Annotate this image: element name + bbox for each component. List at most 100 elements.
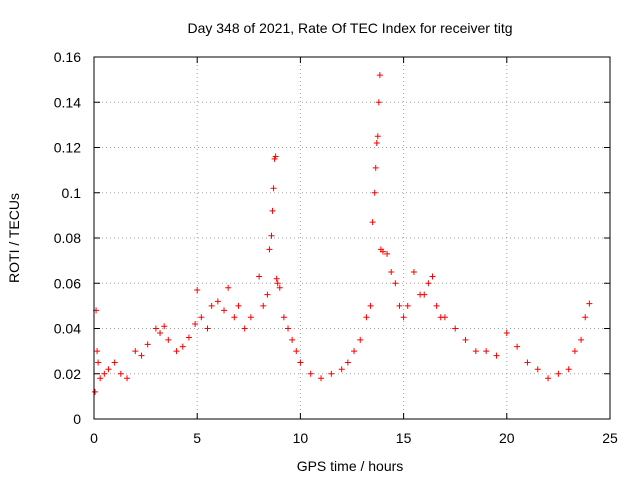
y-tick-label: 0.12 [54,140,81,156]
data-point [371,189,378,196]
data-point [565,366,572,373]
data-point [379,248,386,255]
data-point [429,273,436,280]
data-point [338,366,345,373]
data-point [400,314,407,321]
y-tick-label: 0.1 [62,185,82,201]
data-point [388,268,395,275]
x-tick-label: 25 [602,430,618,446]
chart-title: Day 348 of 2021, Rate Of TEC Index for r… [187,20,512,36]
data-point [578,336,585,343]
data-point [111,359,118,366]
data-point [410,268,417,275]
data-point [534,366,541,373]
data-point [231,314,238,321]
data-point [214,298,221,305]
data-point [260,302,267,309]
data-point [571,348,578,355]
data-point [344,359,351,366]
y-tick-label: 0.14 [54,94,81,110]
data-point [545,375,552,382]
data-point [221,307,228,314]
data-point [273,275,280,282]
data-point [266,246,273,253]
data-point [185,334,192,341]
data-point [503,330,510,337]
data-point [208,302,215,309]
data-point [280,314,287,321]
data-point [247,314,254,321]
data-point [173,348,180,355]
data-point [369,219,376,226]
data-point [105,366,112,373]
data-point [269,207,276,214]
data-point [92,388,99,395]
data-point [264,291,271,298]
data-point [138,352,145,359]
data-point [373,139,380,146]
data-points [92,72,593,395]
data-point [493,352,500,359]
data-point [582,314,589,321]
data-point [274,280,281,287]
data-point [396,302,403,309]
data-point [384,250,391,257]
data-point [376,72,383,79]
data-point [256,273,263,280]
data-point [276,284,283,291]
data-point [124,375,131,382]
data-point [462,336,469,343]
data-point [268,232,275,239]
y-tick-label: 0.04 [54,321,81,337]
x-tick-label: 10 [293,430,309,446]
data-point [433,302,440,309]
data-point [179,343,186,350]
data-point [524,359,531,366]
data-point [94,348,101,355]
y-tick-label: 0.16 [54,49,81,65]
x-axis-label: GPS time / hours [297,458,404,474]
data-point [367,302,374,309]
data-point [165,336,172,343]
y-axis-label: ROTI / TECUs [6,193,22,283]
data-point [241,325,248,332]
data-point [270,185,277,192]
data-point [307,370,314,377]
x-tick-label: 20 [499,430,515,446]
data-point [293,348,300,355]
data-point [404,302,411,309]
data-point [235,302,242,309]
data-point [157,330,164,337]
data-point [483,348,490,355]
tick-labels: 0 5 10 15 20 25 0 0.02 0.04 0.06 0.08 0.1 0.12 0.14 0.… [54,49,618,446]
data-point [472,348,479,355]
data-point [441,314,448,321]
x-tick-label: 0 [90,430,98,446]
data-point [198,314,205,321]
data-point [357,336,364,343]
data-point [225,284,232,291]
data-point [374,133,381,140]
data-point [272,153,279,160]
data-point [421,291,428,298]
data-point [351,348,358,355]
data-point [586,300,593,307]
data-point [194,287,201,294]
y-tick-label: 0.02 [54,366,81,382]
data-point [372,164,379,171]
x-tick-label: 15 [396,430,412,446]
grid-lines [94,57,610,419]
data-point [363,314,370,321]
y-tick-label: 0 [73,411,81,427]
data-point [289,336,296,343]
axis-ticks [93,56,611,420]
data-point [375,99,382,106]
data-point [95,359,102,366]
y-tick-label: 0.08 [54,230,81,246]
data-point [425,280,432,287]
data-point [204,325,211,332]
data-point [117,370,124,377]
data-point [144,341,151,348]
data-point [514,343,521,350]
